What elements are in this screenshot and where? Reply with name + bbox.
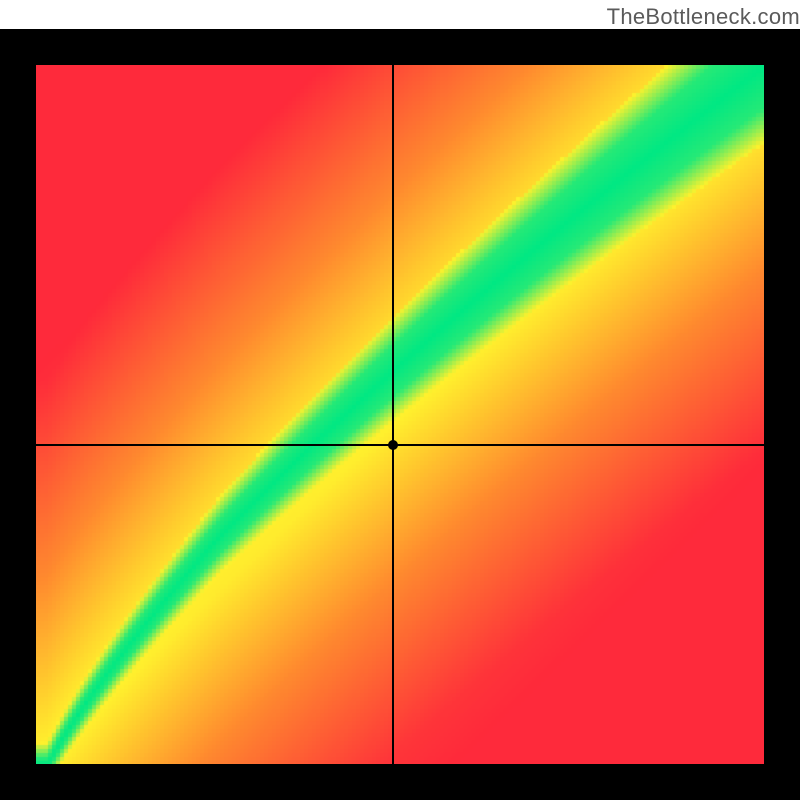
crosshair-horizontal <box>36 444 764 446</box>
crosshair-vertical <box>392 65 394 764</box>
chart-border <box>0 29 800 800</box>
watermark-text: TheBottleneck.com <box>607 4 800 30</box>
